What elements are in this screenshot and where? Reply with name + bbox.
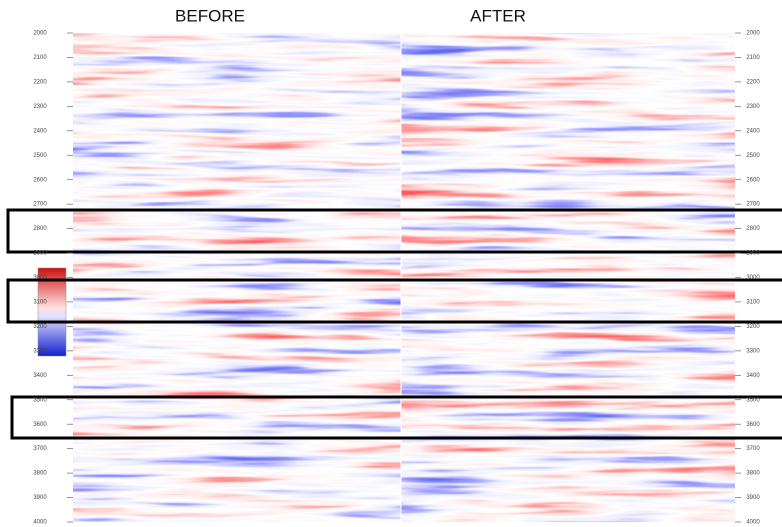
y-tick-label: 2900 (746, 251, 760, 257)
y-tick-label: 2100 (33, 55, 47, 61)
y-tick-label: 3600 (33, 422, 47, 428)
y-tick-label: 3800 (746, 471, 760, 477)
y-tick-label: 3600 (746, 422, 760, 428)
panel-title: AFTER (470, 6, 526, 25)
y-tick-label: 2200 (746, 79, 760, 85)
highlight-box (6, 208, 782, 254)
y-tick-label: 3200 (746, 324, 760, 330)
highlight-box (10, 395, 782, 440)
y-tick-label: 2700 (33, 202, 47, 208)
y-tick-label: 3500 (33, 397, 47, 403)
y-tick-label: 4000 (746, 520, 760, 526)
y-tick-label: 2600 (33, 177, 47, 183)
y-tick-label: 3900 (746, 495, 760, 501)
y-tick-label: 2800 (746, 226, 760, 232)
y-tick-label: 2800 (33, 226, 47, 232)
y-tick-label: 2100 (746, 55, 760, 61)
y-tick-label: 3700 (33, 446, 47, 452)
seismic-panel (73, 33, 401, 522)
y-tick-label: 2000 (33, 31, 47, 37)
y-tick-label: 2600 (746, 177, 760, 183)
y-tick-label: 2300 (33, 104, 47, 110)
y-tick-label: 3100 (33, 300, 47, 306)
y-tick-label: 3800 (33, 471, 47, 477)
y-tick-label: 3000 (746, 275, 760, 281)
y-tick-label: 2700 (746, 202, 760, 208)
y-tick-label: 3500 (746, 397, 760, 403)
y-tick-label: 3200 (33, 324, 47, 330)
y-tick-label: 3300 (33, 348, 47, 354)
y-tick-label: 4000 (33, 520, 47, 526)
colorbar (37, 267, 67, 357)
y-tick-label: 2500 (33, 153, 47, 159)
y-tick-label: 3000 (33, 275, 47, 281)
y-tick-label: 3100 (746, 300, 760, 306)
y-tick-label: 2400 (33, 128, 47, 134)
y-tick-label: 2500 (746, 153, 760, 159)
axes: BEFORE AFTER 2000 2000 2100 2100 2200 2200 2300 2… (33, 6, 760, 525)
panel-title: BEFORE (175, 6, 245, 25)
y-tick-label: 2400 (746, 128, 760, 134)
y-tick-label: 2000 (746, 31, 760, 37)
y-tick-label: 2300 (746, 104, 760, 110)
y-tick-label: 2900 (33, 251, 47, 257)
y-tick-label: 3400 (33, 373, 47, 379)
seismic-panel (401, 33, 735, 522)
y-tick-label: 3900 (33, 495, 47, 501)
y-tick-label: 3400 (746, 373, 760, 379)
y-tick-label: 3300 (746, 348, 760, 354)
highlight-box (6, 278, 782, 324)
y-tick-label: 2200 (33, 79, 47, 85)
y-tick-label: 3700 (746, 446, 760, 452)
